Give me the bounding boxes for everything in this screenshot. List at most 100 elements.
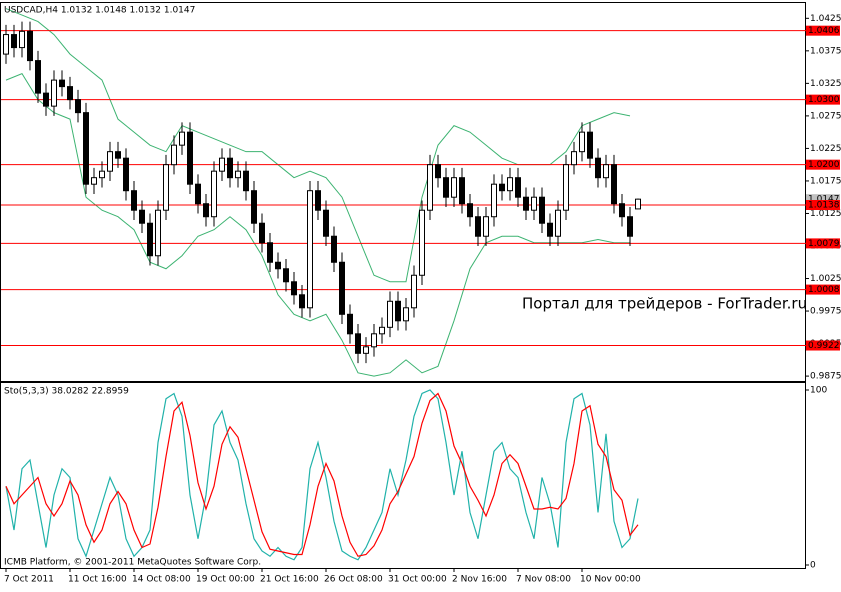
candle-body: [251, 190, 257, 224]
candle-body: [411, 274, 417, 309]
candle-body: [43, 92, 49, 107]
candle-body: [179, 131, 185, 146]
last-price-box: [806, 194, 840, 205]
level-label: 1.0300: [808, 95, 840, 105]
candle-body: [635, 198, 641, 210]
candle-body: [435, 164, 441, 179]
candle-body: [547, 222, 553, 237]
x-tick-label: 7 Nov 08:00: [516, 575, 571, 585]
candle-body: [363, 346, 369, 354]
y-tick-label: 0.9875: [810, 372, 841, 382]
bollinger-band: [5, 72, 630, 377]
candle-body: [467, 203, 473, 218]
candle-body: [571, 151, 577, 166]
candle-body: [451, 177, 457, 198]
candle-body: [531, 196, 537, 211]
y-tick-label: 100: [810, 386, 827, 396]
candle-body: [323, 209, 329, 237]
candle-body: [99, 170, 105, 179]
candle-body: [291, 281, 297, 296]
candle-body: [19, 30, 25, 49]
level-label-box: [806, 94, 840, 105]
level-label: 1.0406: [808, 26, 840, 36]
candle-body: [379, 326, 385, 335]
candle-body: [11, 34, 17, 49]
candle-body: [507, 177, 513, 192]
candle-body: [483, 216, 489, 237]
candle-body: [51, 79, 57, 107]
watermark: Портал для трейдеров - ForTrader.ru: [522, 295, 807, 313]
candle-body: [355, 333, 361, 354]
candle-body: [163, 164, 169, 211]
y-tick-label: 1.0375: [810, 46, 841, 56]
candle-body: [243, 170, 249, 192]
candle-body: [315, 190, 321, 211]
x-tick-label: 2 Nov 16:00: [452, 575, 507, 585]
candle-body: [595, 157, 601, 179]
level-label-box: [806, 25, 840, 36]
footer: ICMB Platform, © 2001-2011 MetaQuotes So…: [4, 558, 261, 568]
y-tick-label: 0.9975: [810, 307, 841, 317]
candle-body: [75, 99, 81, 114]
level-label: 0.9922: [808, 341, 840, 351]
candle-body: [131, 190, 137, 211]
main-layer: 1.0425 1.0375 1.0325 1.0275 1.0225 1.0175 1.01…: [1, 8, 841, 585]
x-tick-label: 31 Oct 00:00: [388, 575, 447, 585]
stochastic-line: [5, 389, 639, 561]
y-tick-label: 1.0325: [810, 79, 841, 89]
candle-body: [155, 209, 161, 257]
level-label: 1.0079: [808, 239, 840, 249]
y-tick-label: 1.0125: [810, 209, 841, 219]
main-panel: [0, 2, 806, 382]
level-label-box: [806, 284, 840, 295]
y-tick-label: 0: [810, 561, 816, 571]
candle-body: [227, 157, 233, 179]
candle-body: [195, 183, 201, 205]
candle-body: [107, 151, 113, 172]
candle-body: [147, 222, 153, 257]
candle-body: [347, 313, 353, 335]
candle-body: [115, 151, 121, 159]
candle-body: [587, 131, 593, 159]
candle-body: [3, 34, 9, 55]
stoch-title: Sto(5,3,3) 38.0282 22.8959: [4, 387, 129, 397]
candle-body: [339, 261, 345, 315]
candle-body: [275, 261, 281, 270]
candle-body: [459, 177, 465, 205]
candle-body: [67, 86, 73, 101]
level-label: 1.0138: [808, 201, 840, 211]
last-price-label: 1.0147: [808, 195, 840, 205]
candle-body: [235, 170, 241, 179]
candle-body: [579, 131, 585, 153]
y-tick-label: 1.0275: [810, 111, 841, 121]
candle-body: [331, 235, 337, 263]
candle-body: [515, 177, 521, 198]
candle-body: [59, 79, 65, 88]
x-tick-label: 21 Oct 16:00: [260, 575, 319, 585]
candle-body: [419, 209, 425, 276]
stochastic-line: [5, 392, 639, 557]
candle-body: [171, 144, 177, 166]
y-tick-label: 1.0225: [810, 144, 841, 154]
x-tick-label: 10 Nov 00:00: [580, 575, 641, 585]
candle-body: [27, 30, 33, 62]
candle-body: [35, 60, 41, 94]
candle-body: [371, 333, 377, 348]
candle-body: [299, 294, 305, 309]
y-tick-label: 1.0025: [810, 274, 841, 284]
candle-body: [539, 196, 545, 224]
candle-body: [203, 203, 209, 218]
candle-body: [83, 112, 89, 185]
level-label: 1.0200: [808, 160, 840, 170]
x-tick-label: 11 Oct 16:00: [68, 575, 127, 585]
candle-body: [491, 183, 497, 218]
candle-body: [611, 164, 617, 205]
y-tick-label: 1.0175: [810, 176, 841, 186]
x-tick-label: 7 Oct 2011: [4, 575, 54, 585]
candle-body: [259, 222, 265, 244]
candle-body: [627, 216, 633, 237]
candle-body: [283, 268, 289, 283]
level-label-box: [806, 200, 840, 211]
